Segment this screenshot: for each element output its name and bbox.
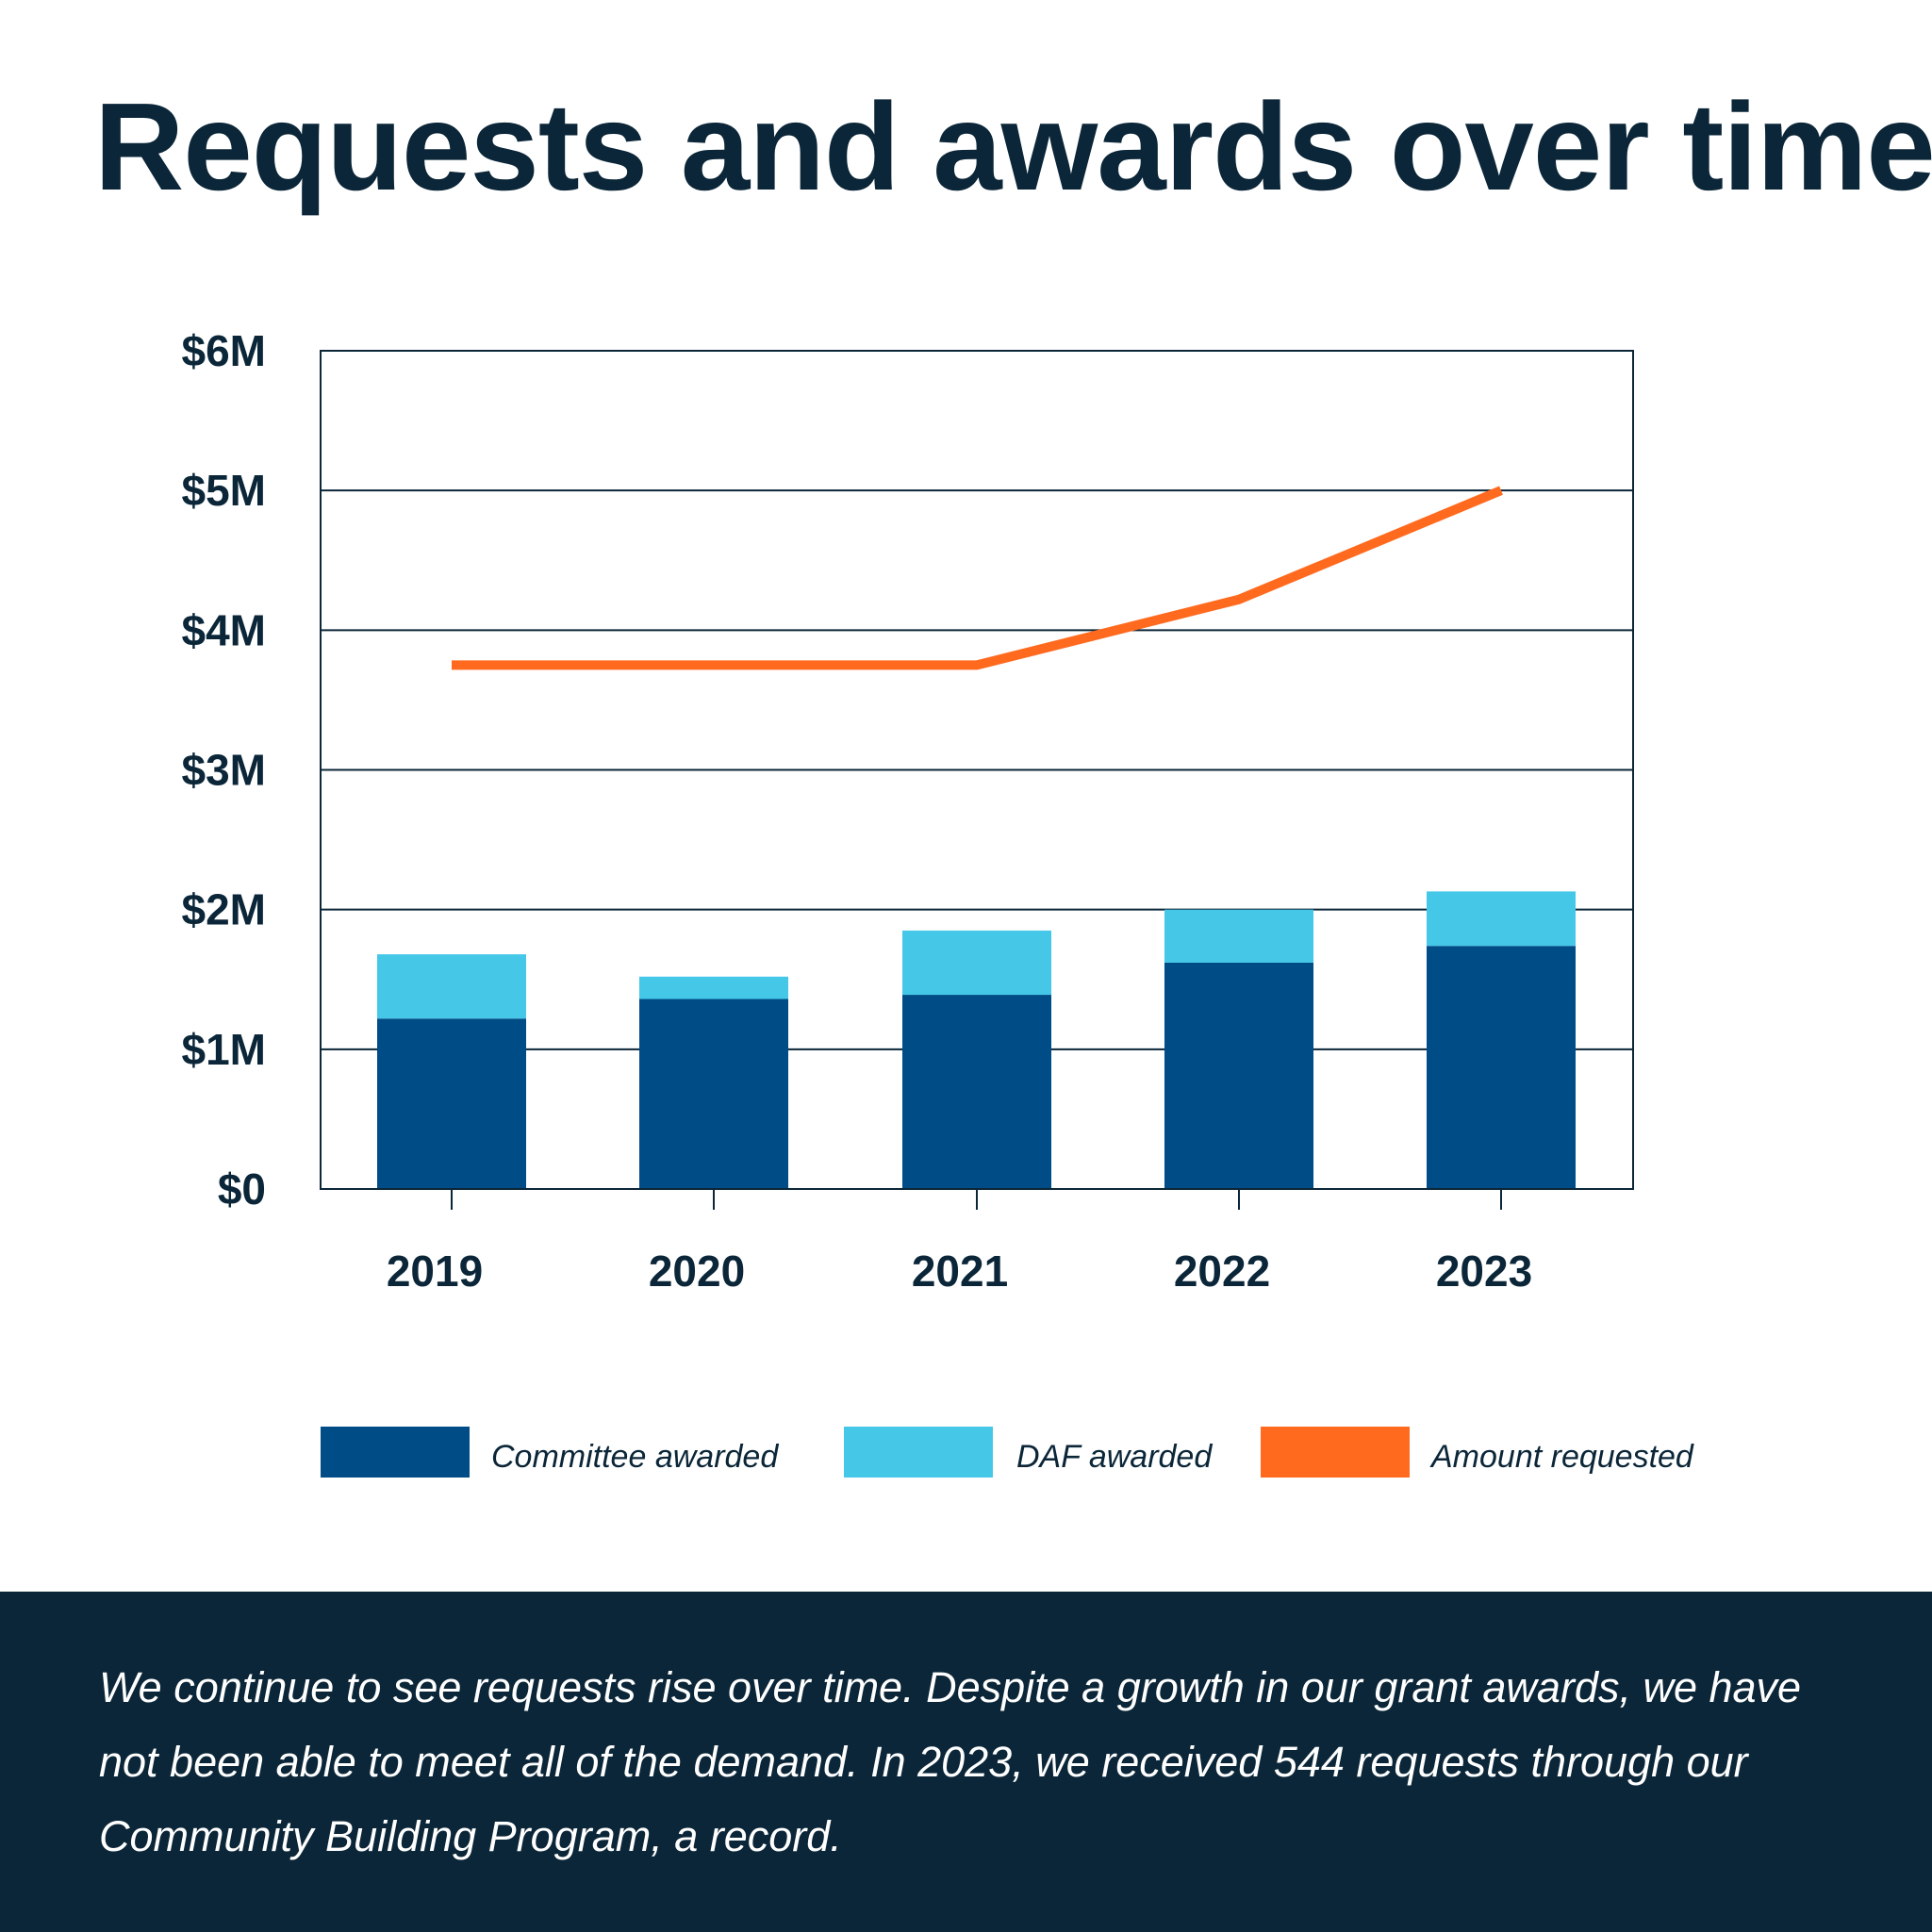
line-amount-requested	[452, 486, 1503, 670]
legend-swatch	[1261, 1427, 1410, 1478]
legend-label: DAF awarded	[1016, 1439, 1213, 1475]
y-tick-label: $2M	[182, 885, 266, 934]
legend-swatch	[844, 1427, 993, 1478]
y-tick-label: $6M	[182, 326, 266, 375]
legend-swatch	[321, 1427, 470, 1478]
bar-daf-awarded	[639, 976, 788, 999]
bar-committee-awarded	[377, 1018, 526, 1189]
y-tick-label: $5M	[182, 466, 266, 515]
chart: $0 $1M $2M $3M $4M $5M $6M 2019 2020 2021 2022 2023…	[182, 326, 1694, 1478]
page-title: Requests and awards over time	[94, 77, 1932, 216]
legend-label: Amount requested	[1429, 1439, 1694, 1475]
y-tick-label: $3M	[182, 746, 266, 795]
bar-committee-awarded	[902, 995, 1051, 1189]
bar-daf-awarded	[1164, 909, 1313, 963]
x-tick-label: 2019	[387, 1247, 483, 1296]
bar-committee-awarded	[1427, 946, 1576, 1189]
bar-daf-awarded	[1427, 891, 1576, 947]
legend-label: Committee awarded	[491, 1439, 779, 1475]
y-tick-label: $0	[218, 1164, 266, 1214]
footer-banner: We continue to see requests rise over ti…	[0, 1592, 1932, 1932]
bar-daf-awarded	[377, 954, 526, 1019]
x-tick-label: 2023	[1436, 1247, 1532, 1296]
x-tick-label: 2021	[912, 1247, 1008, 1296]
x-tick-label: 2020	[649, 1247, 745, 1296]
bar-committee-awarded	[639, 999, 788, 1189]
bar-daf-awarded	[902, 930, 1051, 996]
x-tick-label: 2022	[1174, 1247, 1270, 1296]
y-tick-label: $1M	[182, 1025, 266, 1074]
footer-text: We continue to see requests rise over ti…	[99, 1663, 1802, 1860]
bar-committee-awarded	[1164, 962, 1313, 1189]
y-tick-label: $4M	[182, 605, 266, 654]
